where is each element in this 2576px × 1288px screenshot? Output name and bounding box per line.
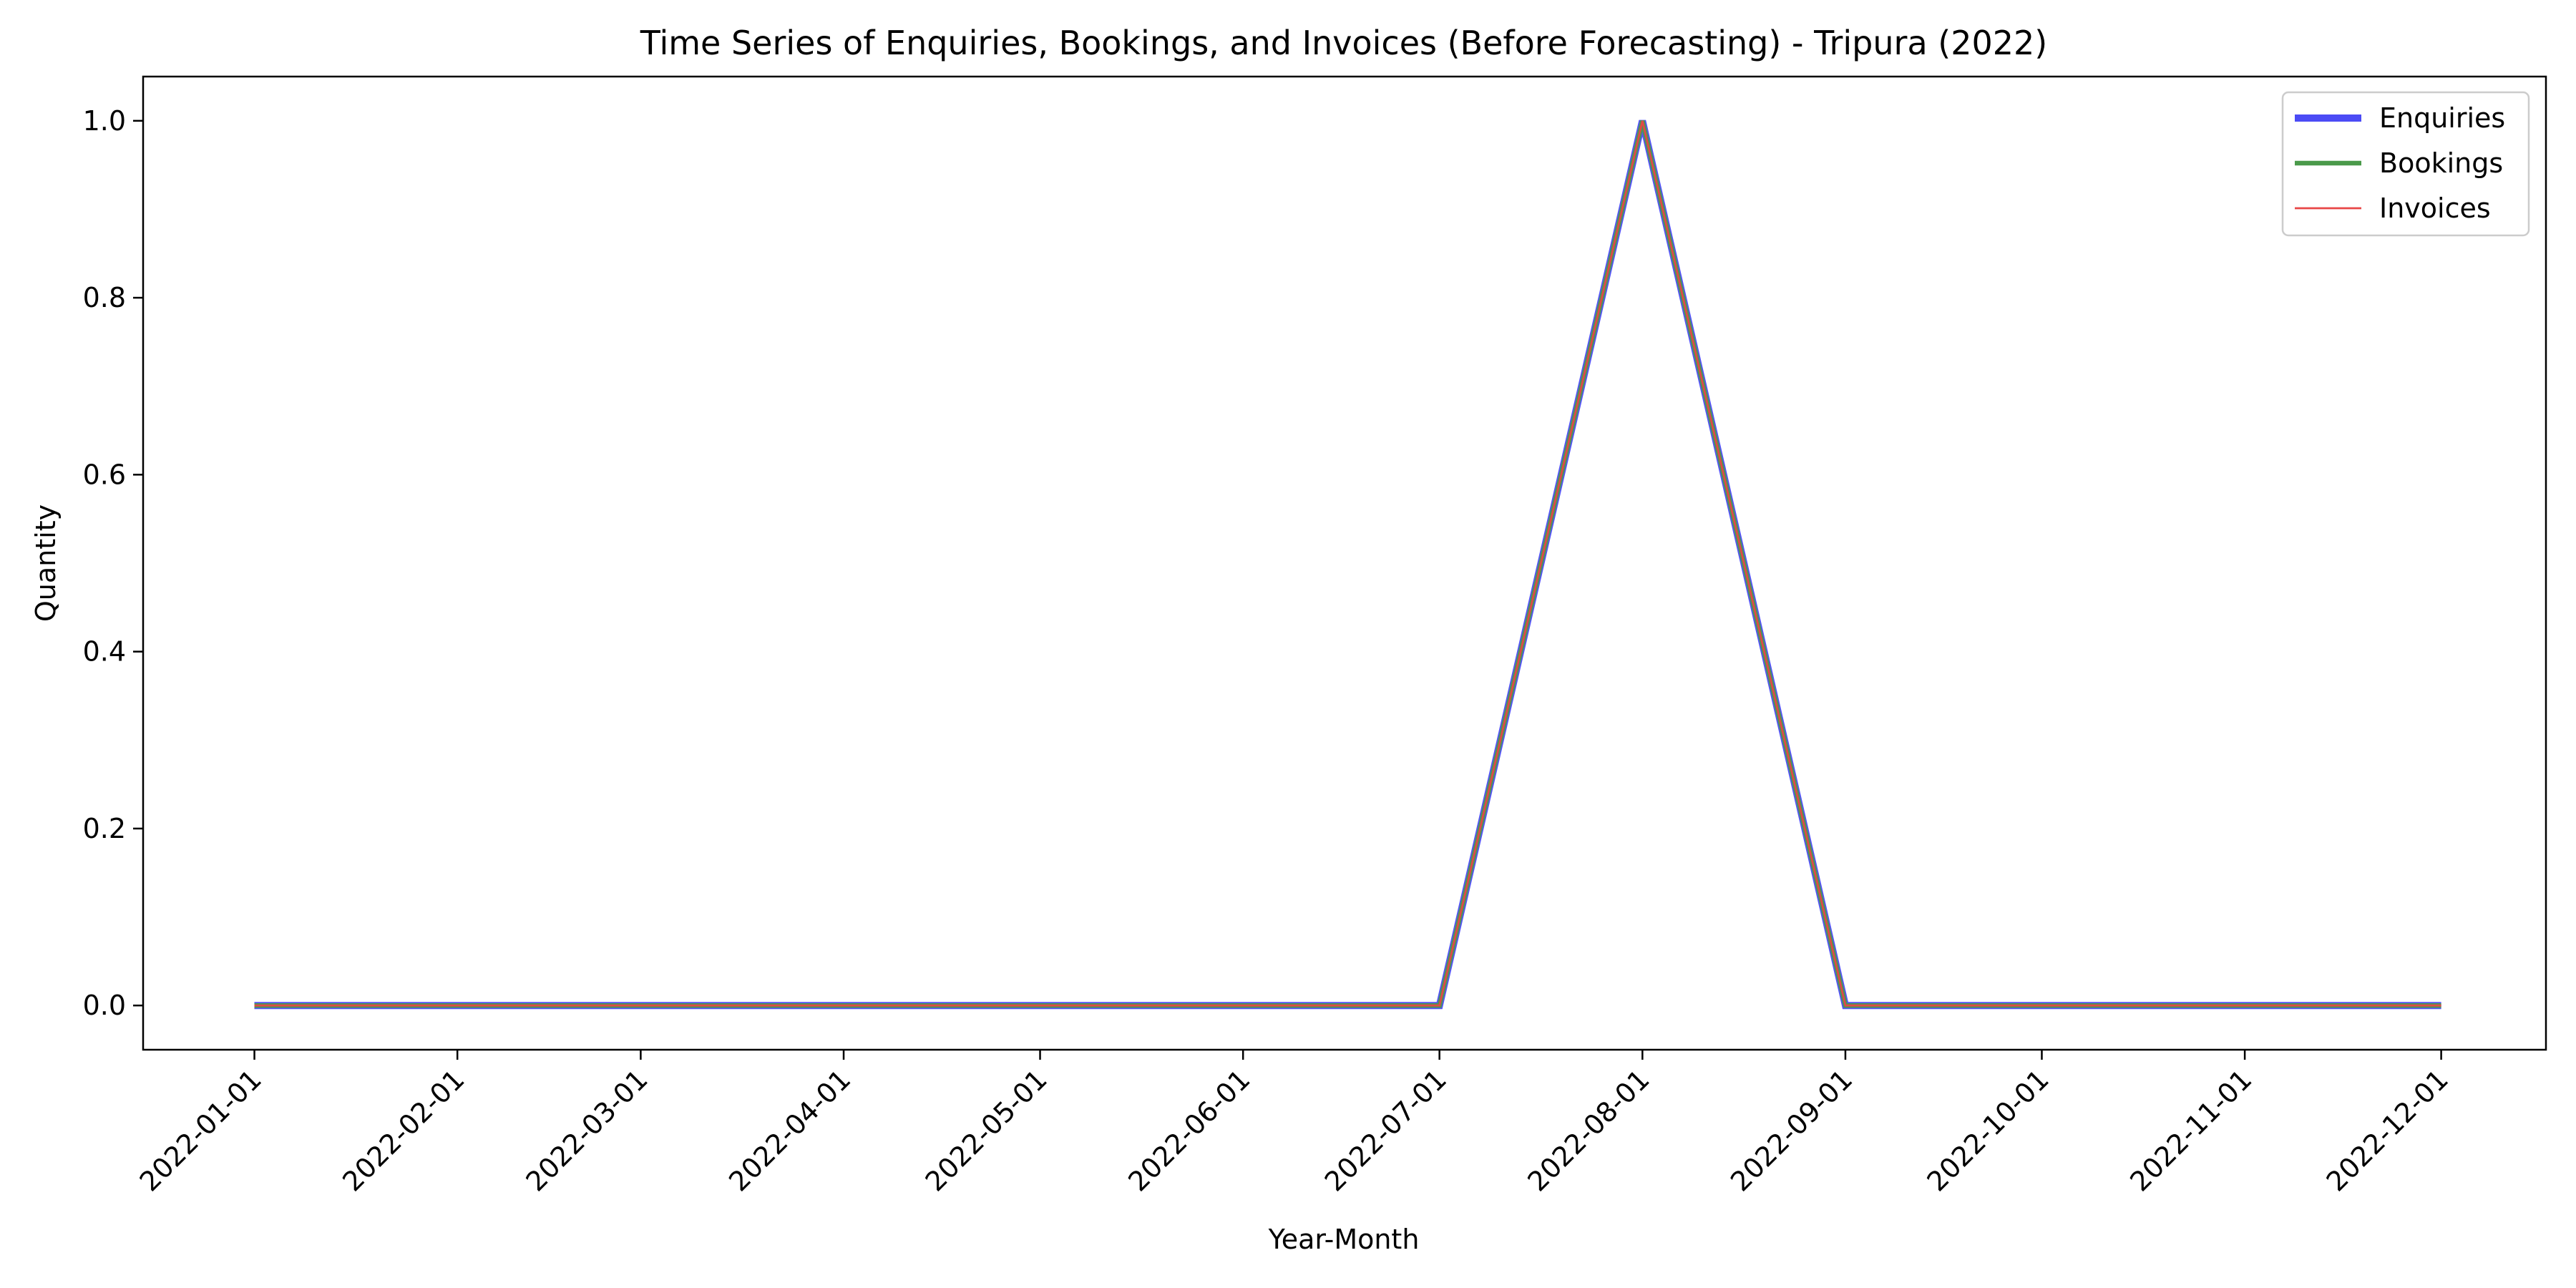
- y-tick-label: 0.6: [83, 459, 126, 490]
- x-axis-label: Year-Month: [1268, 1224, 1420, 1255]
- series-line-invoices: [254, 120, 2441, 1007]
- legend: Enquiries Bookings Invoices: [2281, 91, 2530, 237]
- legend-box: [2281, 91, 2530, 237]
- y-axis: 0.0 0.2 0.4 0.6 0.8 1.0: [83, 105, 143, 1021]
- y-tick-label: 0.2: [83, 813, 126, 844]
- y-tick-label: 0.8: [83, 282, 126, 313]
- legend-label-invoices: Invoices: [2379, 192, 2491, 224]
- legend-label-enquiries: Enquiries: [2379, 102, 2505, 134]
- y-tick-label: 0.4: [83, 636, 126, 668]
- y-tick-label: 0.0: [83, 990, 126, 1021]
- plot-frame: [142, 75, 2547, 1051]
- y-axis-label: Quantity: [30, 504, 62, 622]
- y-tick-label: 1.0: [83, 105, 126, 137]
- plot-area: [143, 77, 2546, 1050]
- chart-title: Time Series of Enquiries, Bookings, and …: [640, 24, 2047, 62]
- series-lines: [254, 119, 2441, 1010]
- legend-label-bookings: Bookings: [2379, 147, 2503, 179]
